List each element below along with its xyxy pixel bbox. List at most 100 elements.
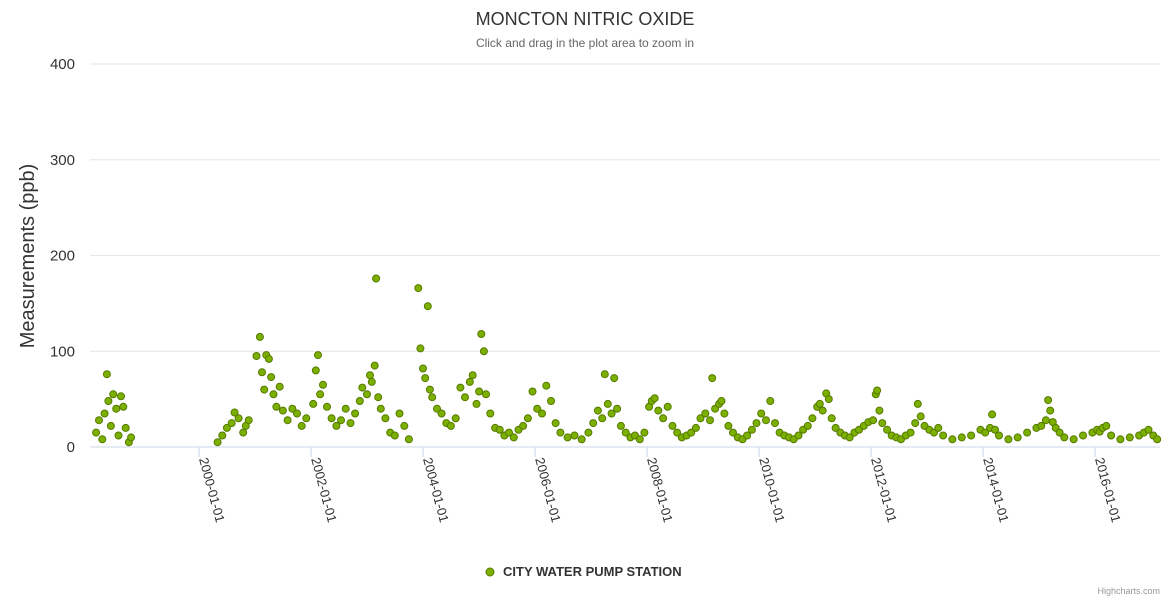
data-point[interactable] [916, 412, 925, 421]
data-point[interactable] [272, 402, 281, 411]
data-point[interactable] [351, 409, 360, 418]
data-point[interactable] [815, 399, 824, 408]
data-point[interactable] [995, 431, 1003, 440]
data-point[interactable] [337, 416, 345, 425]
data-point[interactable] [873, 386, 882, 395]
data-point[interactable] [400, 421, 409, 430]
data-point[interactable] [258, 368, 266, 377]
data-point[interactable] [367, 377, 376, 386]
data-point[interactable] [446, 421, 455, 430]
data-point[interactable] [827, 414, 836, 423]
data-point[interactable] [479, 347, 488, 356]
data-point[interactable] [747, 425, 756, 434]
data-point[interactable] [363, 390, 371, 399]
legend[interactable]: CITY WATER PUMP STATION [485, 564, 682, 579]
data-point[interactable] [423, 302, 432, 311]
data-point[interactable] [831, 423, 840, 432]
data-point[interactable] [468, 371, 477, 380]
data-point[interactable] [640, 428, 649, 437]
data-point[interactable] [701, 409, 710, 418]
data-point[interactable] [906, 428, 915, 437]
data-point[interactable] [706, 416, 714, 425]
data-point[interactable] [1144, 425, 1153, 434]
data-point[interactable] [425, 385, 434, 394]
data-point[interactable] [869, 416, 878, 425]
data-point[interactable] [275, 382, 284, 391]
data-point[interactable] [570, 431, 579, 440]
data-point[interactable] [293, 409, 301, 418]
data-point[interactable] [1060, 433, 1069, 442]
data-point[interactable] [117, 392, 125, 401]
data-point[interactable] [724, 421, 733, 430]
data-point[interactable] [1102, 421, 1111, 430]
data-point[interactable] [390, 431, 399, 440]
data-point[interactable] [311, 366, 320, 375]
data-point[interactable] [1004, 435, 1013, 444]
data-point[interactable] [227, 419, 236, 428]
data-point[interactable] [542, 381, 551, 390]
data-point[interactable] [1055, 428, 1064, 437]
data-point[interactable] [593, 406, 602, 415]
data-point[interactable] [395, 409, 404, 418]
data-point[interactable] [404, 435, 413, 444]
data-point[interactable] [913, 399, 922, 408]
data-point[interactable] [102, 370, 111, 379]
data-point[interactable] [1107, 431, 1116, 440]
data-point[interactable] [589, 419, 598, 428]
data-point[interactable] [121, 423, 130, 432]
data-point[interactable] [222, 423, 231, 432]
data-point[interactable] [523, 414, 532, 423]
data-point[interactable] [95, 416, 103, 425]
data-point[interactable] [461, 393, 469, 402]
data-point[interactable] [766, 397, 775, 405]
data-point[interactable] [729, 428, 737, 437]
data-point[interactable] [269, 390, 278, 399]
data-point[interactable] [967, 431, 976, 440]
data-point[interactable] [939, 431, 948, 440]
data-point[interactable] [663, 402, 672, 411]
data-point[interactable] [414, 284, 423, 293]
data-point[interactable] [244, 416, 253, 425]
data-point[interactable] [1116, 435, 1125, 444]
data-point[interactable] [1044, 396, 1053, 405]
data-point[interactable] [635, 435, 644, 444]
data-point[interactable] [533, 404, 542, 413]
data-point[interactable] [757, 409, 766, 418]
data-point[interactable] [551, 419, 560, 428]
data-point[interactable] [519, 421, 528, 430]
data-point[interactable] [239, 428, 248, 437]
data-point[interactable] [687, 428, 696, 437]
data-point[interactable] [100, 409, 109, 418]
data-point[interactable] [475, 387, 484, 396]
data-point[interactable] [505, 428, 513, 437]
data-point[interactable] [477, 330, 486, 338]
data-point[interactable] [845, 433, 854, 442]
data-point[interactable] [696, 414, 705, 423]
data-point[interactable] [803, 421, 812, 430]
data-point[interactable] [650, 394, 659, 403]
data-point[interactable] [610, 374, 619, 383]
data-point[interactable] [957, 433, 966, 442]
data-point[interactable] [673, 428, 682, 437]
data-point[interactable] [1079, 431, 1087, 440]
data-point[interactable] [556, 428, 565, 437]
data-point[interactable] [316, 390, 325, 399]
data-point[interactable] [114, 431, 123, 440]
data-point[interactable] [824, 395, 833, 404]
data-point[interactable] [743, 431, 752, 440]
data-point[interactable] [691, 423, 700, 432]
data-point[interactable] [332, 421, 341, 430]
data-point[interactable] [92, 428, 101, 437]
data-point[interactable] [314, 351, 322, 360]
data-point[interactable] [509, 433, 518, 442]
data-point[interactable] [358, 383, 367, 392]
data-point[interactable] [762, 416, 770, 425]
data-point[interactable] [127, 433, 136, 442]
data-point[interactable] [948, 435, 957, 444]
data-point[interactable] [267, 373, 276, 382]
data-point[interactable] [577, 435, 586, 444]
data-point[interactable] [1046, 406, 1055, 415]
data-point[interactable] [323, 402, 331, 411]
